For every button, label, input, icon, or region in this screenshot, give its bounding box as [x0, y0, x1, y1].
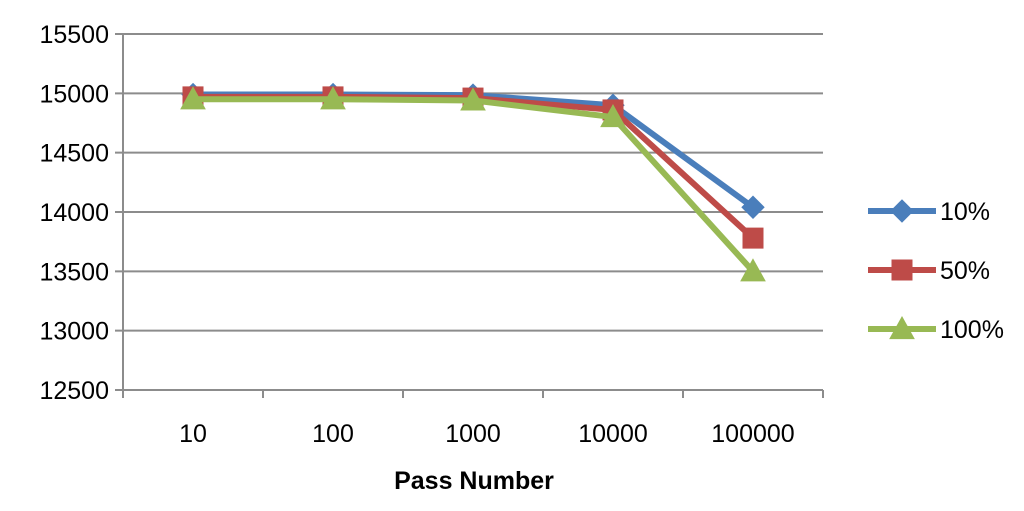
y-tick-label: 15500	[39, 21, 109, 49]
data-point	[741, 195, 765, 219]
legend-label: 50%	[940, 257, 990, 285]
x-axis-title: Pass Number	[394, 467, 554, 495]
legend-label: 10%	[940, 198, 990, 226]
legend-marker	[889, 315, 915, 340]
y-tick-label: 15000	[39, 80, 109, 108]
x-tick-label: 100000	[711, 420, 794, 448]
data-point	[320, 86, 346, 110]
y-tick-label: 13000	[39, 318, 109, 346]
plot-series	[180, 82, 766, 282]
y-axis: 15500 15000 14500 14000 13500 13000 12500	[39, 21, 124, 405]
legend-entry: 100%	[868, 315, 1004, 344]
x-tick-label: 10	[179, 420, 207, 448]
legend: 10% 50% 100%	[868, 198, 1004, 344]
legend-entry: 50%	[868, 257, 990, 285]
y-tick-label: 14000	[39, 199, 109, 227]
series-line	[193, 96, 756, 274]
data-point	[742, 227, 764, 249]
x-tick-label: 1000	[445, 420, 501, 448]
x-tick-label: 100	[312, 420, 354, 448]
series-line	[193, 91, 755, 210]
legend-label: 100%	[940, 316, 1004, 344]
legend-marker	[890, 199, 914, 223]
data-point	[740, 258, 766, 282]
series-50pct	[182, 86, 764, 249]
series-line	[193, 93, 756, 241]
series-100pct	[180, 86, 766, 282]
data-point	[460, 87, 486, 111]
data-point	[600, 104, 626, 128]
gridlines	[115, 33, 823, 391]
legend-entry: 10%	[868, 198, 990, 226]
legend-marker	[891, 259, 913, 281]
x-axis: 10 100 1000 10000 100000	[122, 390, 824, 448]
y-tick-label: 13500	[39, 258, 109, 286]
data-point	[180, 86, 206, 110]
y-tick-label: 14500	[39, 140, 109, 168]
x-tick-label: 10000	[578, 420, 648, 448]
y-tick-label: 12500	[39, 377, 109, 405]
